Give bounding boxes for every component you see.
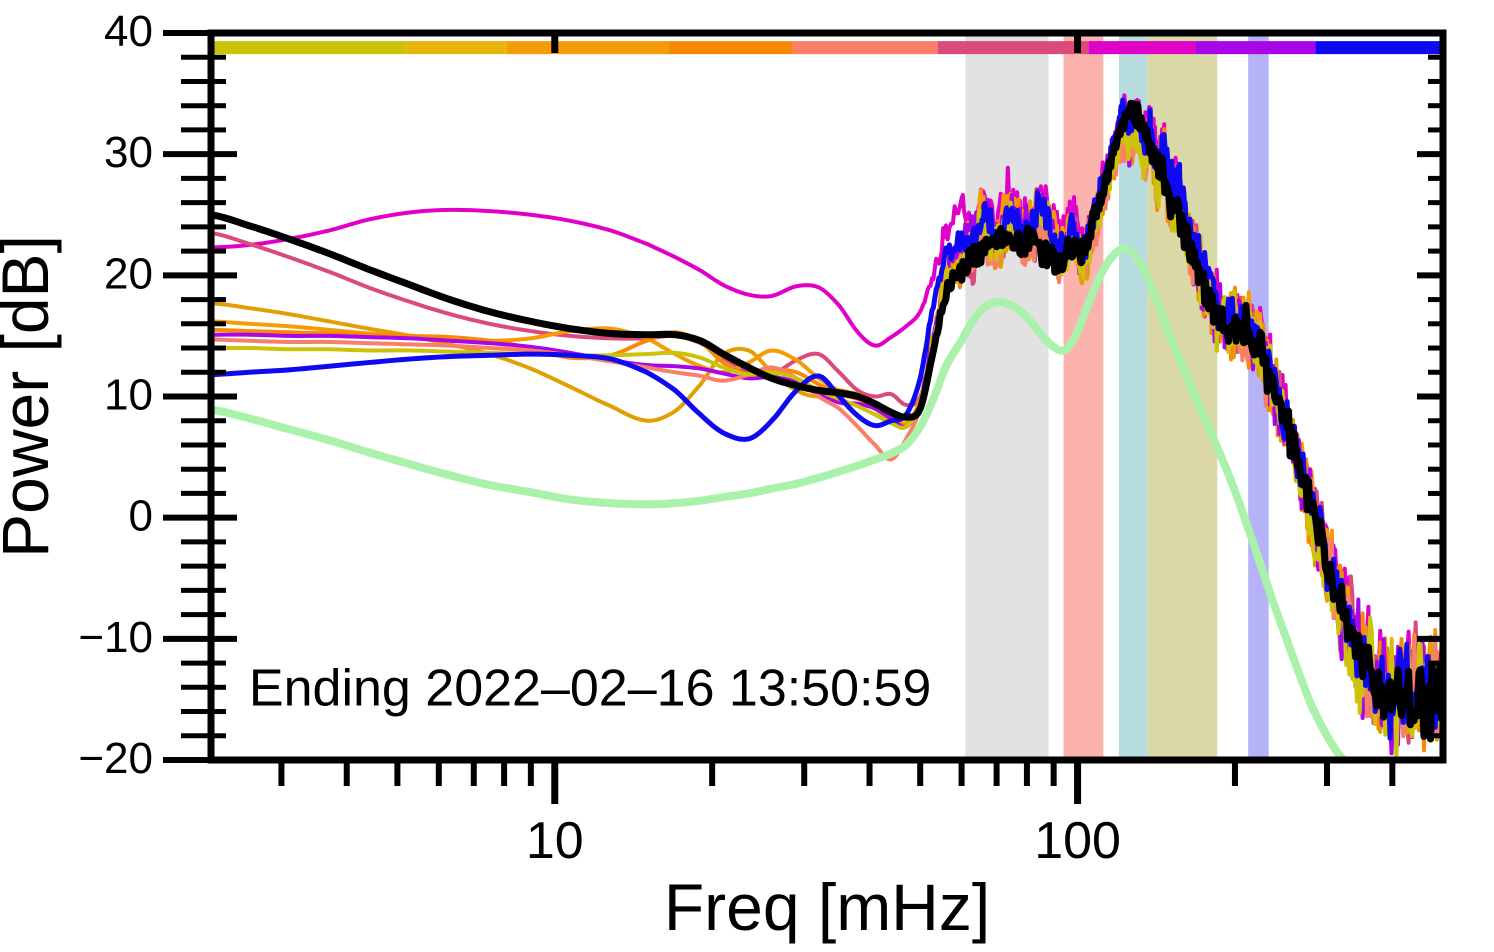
y-tick-label: −10 [78, 613, 153, 662]
curve-median [211, 99, 1443, 743]
y-tick-label: 0 [129, 492, 153, 541]
curve-spectrum-lightgreen [211, 244, 1352, 760]
y-axis-label: Power [dB] [0, 235, 62, 558]
colorbar-segment-6 [1088, 41, 1196, 55]
colorbar-layer [211, 41, 1443, 55]
colorbar-segment-7 [1195, 41, 1316, 55]
y-tick-label: 20 [104, 249, 153, 298]
x-tick-label: 10 [526, 812, 584, 870]
axis-labels-layer: Freq [mHz] Power [dB] Ending 2022–02–16 13… [0, 235, 990, 944]
band-gray [965, 33, 1049, 760]
band-pink [1063, 33, 1104, 760]
y-tick-label: 10 [104, 371, 153, 420]
x-axis-label: Freq [mHz] [664, 870, 990, 944]
colorbar-segment-2 [506, 41, 669, 55]
y-tick-label: 30 [104, 128, 153, 177]
colorbar-segment-5 [937, 41, 1089, 55]
colorbar-segment-0 [211, 41, 407, 55]
x-tick-label: 100 [1034, 812, 1121, 870]
colorbar-segment-4 [792, 41, 938, 55]
y-tick-label: −20 [78, 734, 153, 783]
colorbar-segment-1 [406, 41, 507, 55]
ending-timestamp-annotation: Ending 2022–02–16 13:50:59 [249, 659, 931, 717]
colorbar-segment-8 [1315, 41, 1443, 55]
colorbar-segment-3 [668, 41, 793, 55]
spectra-curves-layer [211, 93, 1443, 760]
axis-ticks-layer: −20 −10 0 10 20 30 40 10 100 [78, 7, 1443, 870]
y-tick-label: 40 [104, 7, 153, 56]
